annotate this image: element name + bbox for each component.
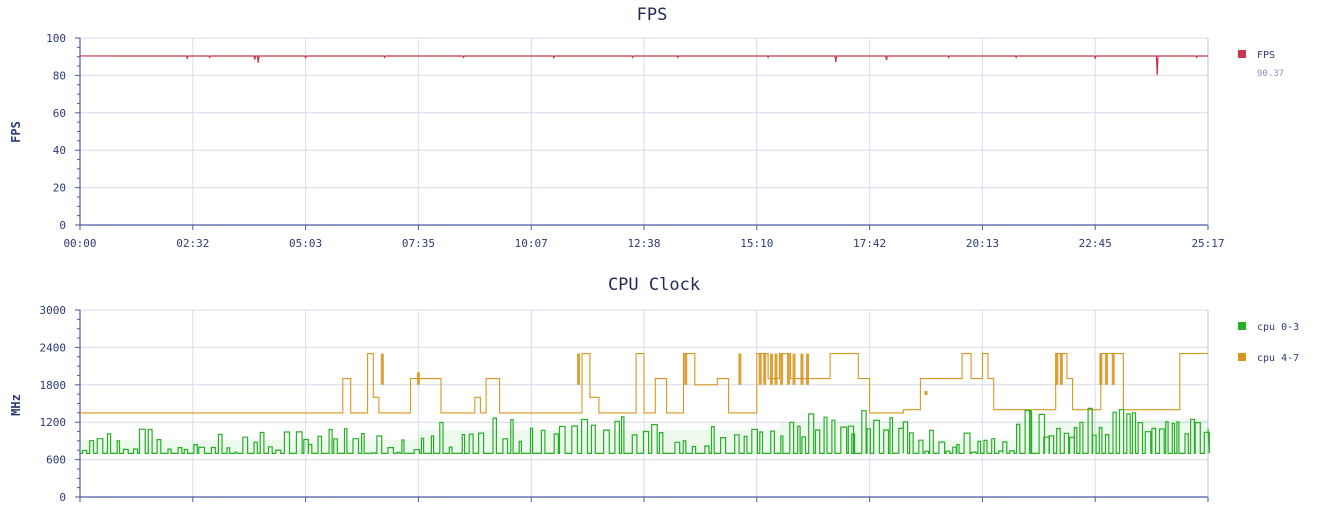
cpu-4-7-spike: [924, 391, 928, 396]
cpu-4-7-spike: [1111, 353, 1115, 385]
fps-line: [79, 55, 1208, 76]
fps-chart-title: FPS: [637, 5, 668, 25]
cpu-0-3-density: [1117, 419, 1208, 454]
cpu-4-7-spike: [1104, 353, 1108, 385]
fps-legend: FPS 90.37: [1238, 50, 1284, 79]
y-tick-label: 80: [53, 69, 66, 82]
cpu-4-7-spike: [380, 353, 384, 385]
cpu-axes: [75, 309, 1209, 502]
cpu-4-7-spike: [758, 353, 762, 385]
cpu-4-7-spike: [786, 353, 790, 385]
cpu-0-3-density: [1016, 420, 1118, 454]
cpu-y-axis-label: MHz: [9, 394, 23, 416]
cpu-4-7-spike: [792, 353, 796, 385]
legend-swatch-cpu-4-7: [1238, 353, 1246, 361]
cpu-4-7-spike: [763, 353, 767, 385]
cpu-0-3-density: [779, 422, 910, 454]
cpu-legend: cpu 0-3 cpu 4-7: [1238, 322, 1299, 364]
y-tick-label: 100: [46, 32, 66, 45]
x-tick-label: 20:13: [966, 237, 999, 250]
x-tick-label: 25:17: [1191, 237, 1224, 250]
y-tick-label: 40: [53, 144, 66, 157]
fps-chart: FPS FPS 0 20 40 60 80 100 00:00 02:32 05:03 07:3…: [9, 5, 1284, 250]
fps-y-tick-labels: 0 20 40 60 80 100: [46, 32, 66, 232]
x-tick-label: 15:10: [740, 237, 773, 250]
x-tick-label: 05:03: [289, 237, 322, 250]
cpu-4-7-spike: [1059, 353, 1063, 385]
fps-gridlines: [80, 37, 1208, 225]
y-tick-label: 20: [53, 182, 66, 195]
cpu-4-7-spike: [684, 353, 688, 385]
cpu-0-3-density: [909, 439, 1017, 454]
y-tick-label: 2400: [40, 341, 67, 354]
cpu-4-7-spike: [769, 353, 773, 385]
x-tick-label: 02:32: [176, 237, 209, 250]
cpu-4-7-spike: [738, 353, 742, 385]
legend-value-fps: 90.37: [1257, 69, 1284, 79]
legend-label-cpu-4-7: cpu 4-7: [1257, 353, 1299, 364]
cpu-4-7-spike: [416, 372, 420, 385]
fps-series: [79, 55, 1208, 76]
y-tick-label: 600: [46, 454, 66, 467]
fps-axes: [75, 37, 1209, 230]
cpu-4-7-spike: [800, 353, 804, 385]
x-tick-label: 07:35: [402, 237, 435, 250]
cpu-0-3-density: [418, 429, 780, 454]
cpu-4-7-spike: [1099, 353, 1103, 385]
cpu-4-7-spike: [577, 353, 581, 385]
cpu-0-3-density: [80, 439, 419, 454]
y-tick-label: 0: [59, 491, 66, 504]
legend-swatch-cpu-0-3: [1238, 322, 1246, 330]
y-tick-label: 1800: [40, 379, 67, 392]
x-tick-label: 00:00: [63, 237, 96, 250]
cpu-4-7-spike: [774, 353, 778, 385]
x-tick-label: 22:45: [1079, 237, 1112, 250]
cpu-0-3-line: [80, 407, 1210, 454]
cpu-4-7-spike: [806, 353, 810, 385]
y-tick-label: 0: [59, 219, 66, 232]
cpu-4-7-spike: [780, 353, 784, 385]
cpu-clock-chart: CPU Clock MHz 0 600 1200 1800 2400 3000 cpu 0…: [9, 275, 1299, 504]
y-tick-label: 1200: [40, 416, 67, 429]
cpu-4-7-line: [80, 353, 1208, 414]
legend-label-cpu-0-3: cpu 0-3: [1257, 322, 1299, 333]
legend-label-fps: FPS: [1257, 50, 1275, 61]
fps-y-axis-label: FPS: [9, 121, 23, 143]
cpu-y-tick-labels: 0 600 1200 1800 2400 3000: [40, 304, 67, 504]
cpu-series: [80, 353, 1210, 454]
x-tick-label: 10:07: [515, 237, 548, 250]
cpu-gridlines: [80, 309, 1208, 497]
legend-swatch-fps: [1238, 50, 1246, 58]
x-tick-label: 17:42: [853, 237, 886, 250]
cpu-4-7-spike: [1055, 353, 1059, 385]
fps-x-tick-labels: 00:00 02:32 05:03 07:35 10:07 12:38 15:10 17:42…: [63, 237, 1224, 250]
x-tick-label: 12:38: [627, 237, 660, 250]
cpu-chart-title: CPU Clock: [608, 275, 700, 295]
y-tick-label: 3000: [40, 304, 67, 317]
y-tick-label: 60: [53, 107, 66, 120]
